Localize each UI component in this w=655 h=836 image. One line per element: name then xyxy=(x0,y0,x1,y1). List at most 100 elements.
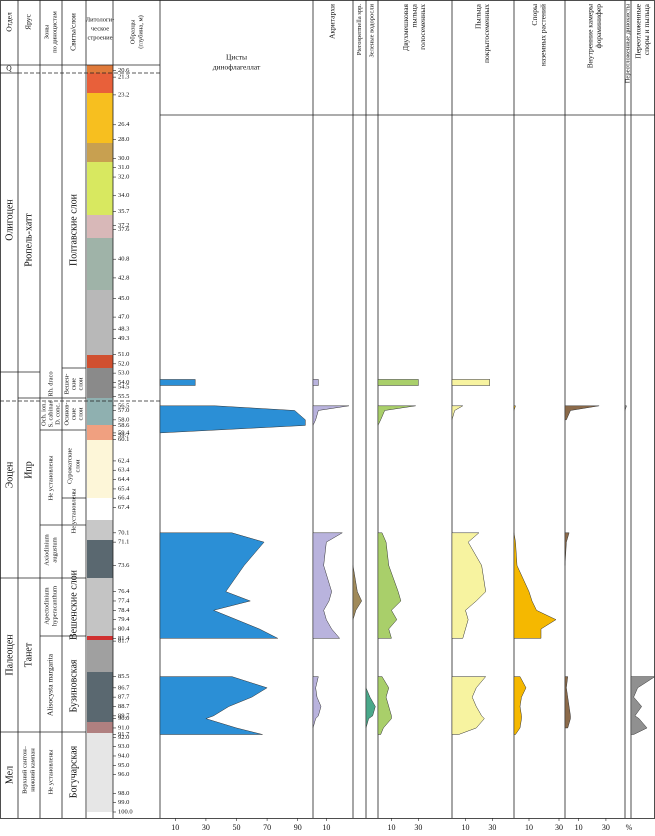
division: Q xyxy=(6,64,12,73)
depth-label: 26.4 xyxy=(118,121,130,128)
area xyxy=(377,405,416,426)
depth-label: 91.0 xyxy=(118,724,129,731)
depth-label: 47.0 xyxy=(118,314,129,321)
depth-label: 52.0 xyxy=(118,360,129,367)
depth-label: 100.0 xyxy=(118,808,133,815)
x-tick-label: 70 xyxy=(263,823,271,832)
panel-title: Споры xyxy=(530,4,539,26)
litho-layer xyxy=(87,162,113,215)
panel-title: фораминифер xyxy=(594,4,603,49)
depth-label: 81.7 xyxy=(118,638,130,645)
panel-title: голосеменных xyxy=(418,4,427,50)
depth-label: 58.6 xyxy=(118,422,130,429)
suite: Бузиновская xyxy=(68,659,79,712)
suite: Вешен- xyxy=(63,374,70,395)
suite: слои xyxy=(74,459,81,472)
depth-label: 76.4 xyxy=(118,588,130,595)
depth-label: 31.0 xyxy=(118,164,129,171)
depth-label: 20.6 xyxy=(118,67,130,74)
area xyxy=(451,405,464,420)
suite: Богучарская xyxy=(68,745,79,798)
litho-layer xyxy=(87,425,113,440)
depth-label: 59.7 xyxy=(118,432,130,439)
depth-label: 86.7 xyxy=(118,684,130,691)
area xyxy=(159,676,268,735)
header: строение xyxy=(87,34,112,41)
litho-layer xyxy=(87,733,113,812)
depth-label: 90.0 xyxy=(118,715,129,722)
depth-label: 78.4 xyxy=(118,607,130,614)
header: по диноцистам xyxy=(51,11,58,53)
depth-label: 30.0 xyxy=(118,155,129,162)
panel-title: динофлагеллат xyxy=(213,63,261,72)
panel-title: наземных растений xyxy=(538,4,547,66)
depth-label: 65.4 xyxy=(118,485,130,492)
panel-title: Зеленые водоросли xyxy=(368,3,375,57)
division: Олигоцен xyxy=(4,199,15,241)
header: Зоны xyxy=(43,24,50,39)
litho-layer xyxy=(87,290,113,355)
depth-label: 98.0 xyxy=(118,790,129,797)
depth-label: 94.0 xyxy=(118,752,129,759)
depth-label: 85.5 xyxy=(118,673,129,680)
depth-label: 73.6 xyxy=(118,562,130,569)
panel-title: Пыльца xyxy=(473,3,482,29)
header: Отдел xyxy=(5,12,14,32)
depth-label: 95.0 xyxy=(118,762,129,769)
depth-label: 91.7 xyxy=(118,731,130,738)
zone: Och. ion. xyxy=(40,402,47,426)
unit-label: % xyxy=(626,823,633,832)
area xyxy=(159,405,306,434)
suite: Осинов- xyxy=(63,402,70,425)
litho-layer xyxy=(87,672,113,722)
panel-title: Переотложенные xyxy=(633,3,642,58)
depth-label: 51.0 xyxy=(118,351,129,358)
depth-label: 60.1 xyxy=(118,436,129,443)
litho-layer xyxy=(87,355,113,368)
suite: Полтавские слои xyxy=(68,193,79,266)
suite: слои xyxy=(77,407,84,420)
depth-label: 37.2 xyxy=(118,222,129,229)
depth-label: 58.0 xyxy=(118,416,129,423)
header: Свиты/слои xyxy=(69,13,78,51)
dashed-boundaries xyxy=(0,72,160,402)
depth-label: 80.4 xyxy=(118,625,130,632)
litho-layer xyxy=(87,578,113,636)
x-tick-label: 90 xyxy=(294,823,302,832)
depth-label: 45.0 xyxy=(118,295,129,302)
headers: Отдел Ярус Зоны по диноцистам Свиты/слои… xyxy=(5,11,145,53)
header: Ярус xyxy=(24,13,33,29)
division: Мел xyxy=(4,766,15,784)
bar xyxy=(312,379,319,386)
suite: Вешенские слои xyxy=(68,569,79,640)
zone: Apectodinium xyxy=(43,587,50,624)
suite: ские xyxy=(70,378,77,391)
depth-label: 99.0 xyxy=(118,799,129,806)
zone: S. cabinae xyxy=(47,401,54,428)
suite: слои xyxy=(77,377,84,390)
depth-label: 77.4 xyxy=(118,597,130,604)
depth-label: 40.8 xyxy=(118,256,129,263)
division: Эоцен xyxy=(4,461,15,488)
depth-label: 37.6 xyxy=(118,226,130,233)
division: Палеоцен xyxy=(4,634,15,676)
zone: Rh. draco xyxy=(47,371,54,396)
litho-layer xyxy=(87,520,113,540)
stage: Танет xyxy=(23,642,34,667)
depth-label: 55.5 xyxy=(118,393,129,400)
header: Образцы xyxy=(129,19,136,44)
x-tick-label: 30 xyxy=(555,823,563,832)
depth-label: 64.4 xyxy=(118,476,130,483)
litho-layer xyxy=(87,93,113,143)
depth-label: 54.0 xyxy=(118,379,129,386)
area xyxy=(564,532,570,566)
panel-title: пыльца xyxy=(410,3,419,27)
litho-layer xyxy=(87,722,113,733)
area xyxy=(624,405,627,411)
x-tick-label: 30 xyxy=(414,823,422,832)
x-tick-label: 30 xyxy=(202,823,210,832)
litho-layer xyxy=(87,636,113,640)
depth-label: 54.5 xyxy=(118,384,129,391)
litho-layer xyxy=(87,368,113,398)
depth-label: 53.0 xyxy=(118,370,129,377)
